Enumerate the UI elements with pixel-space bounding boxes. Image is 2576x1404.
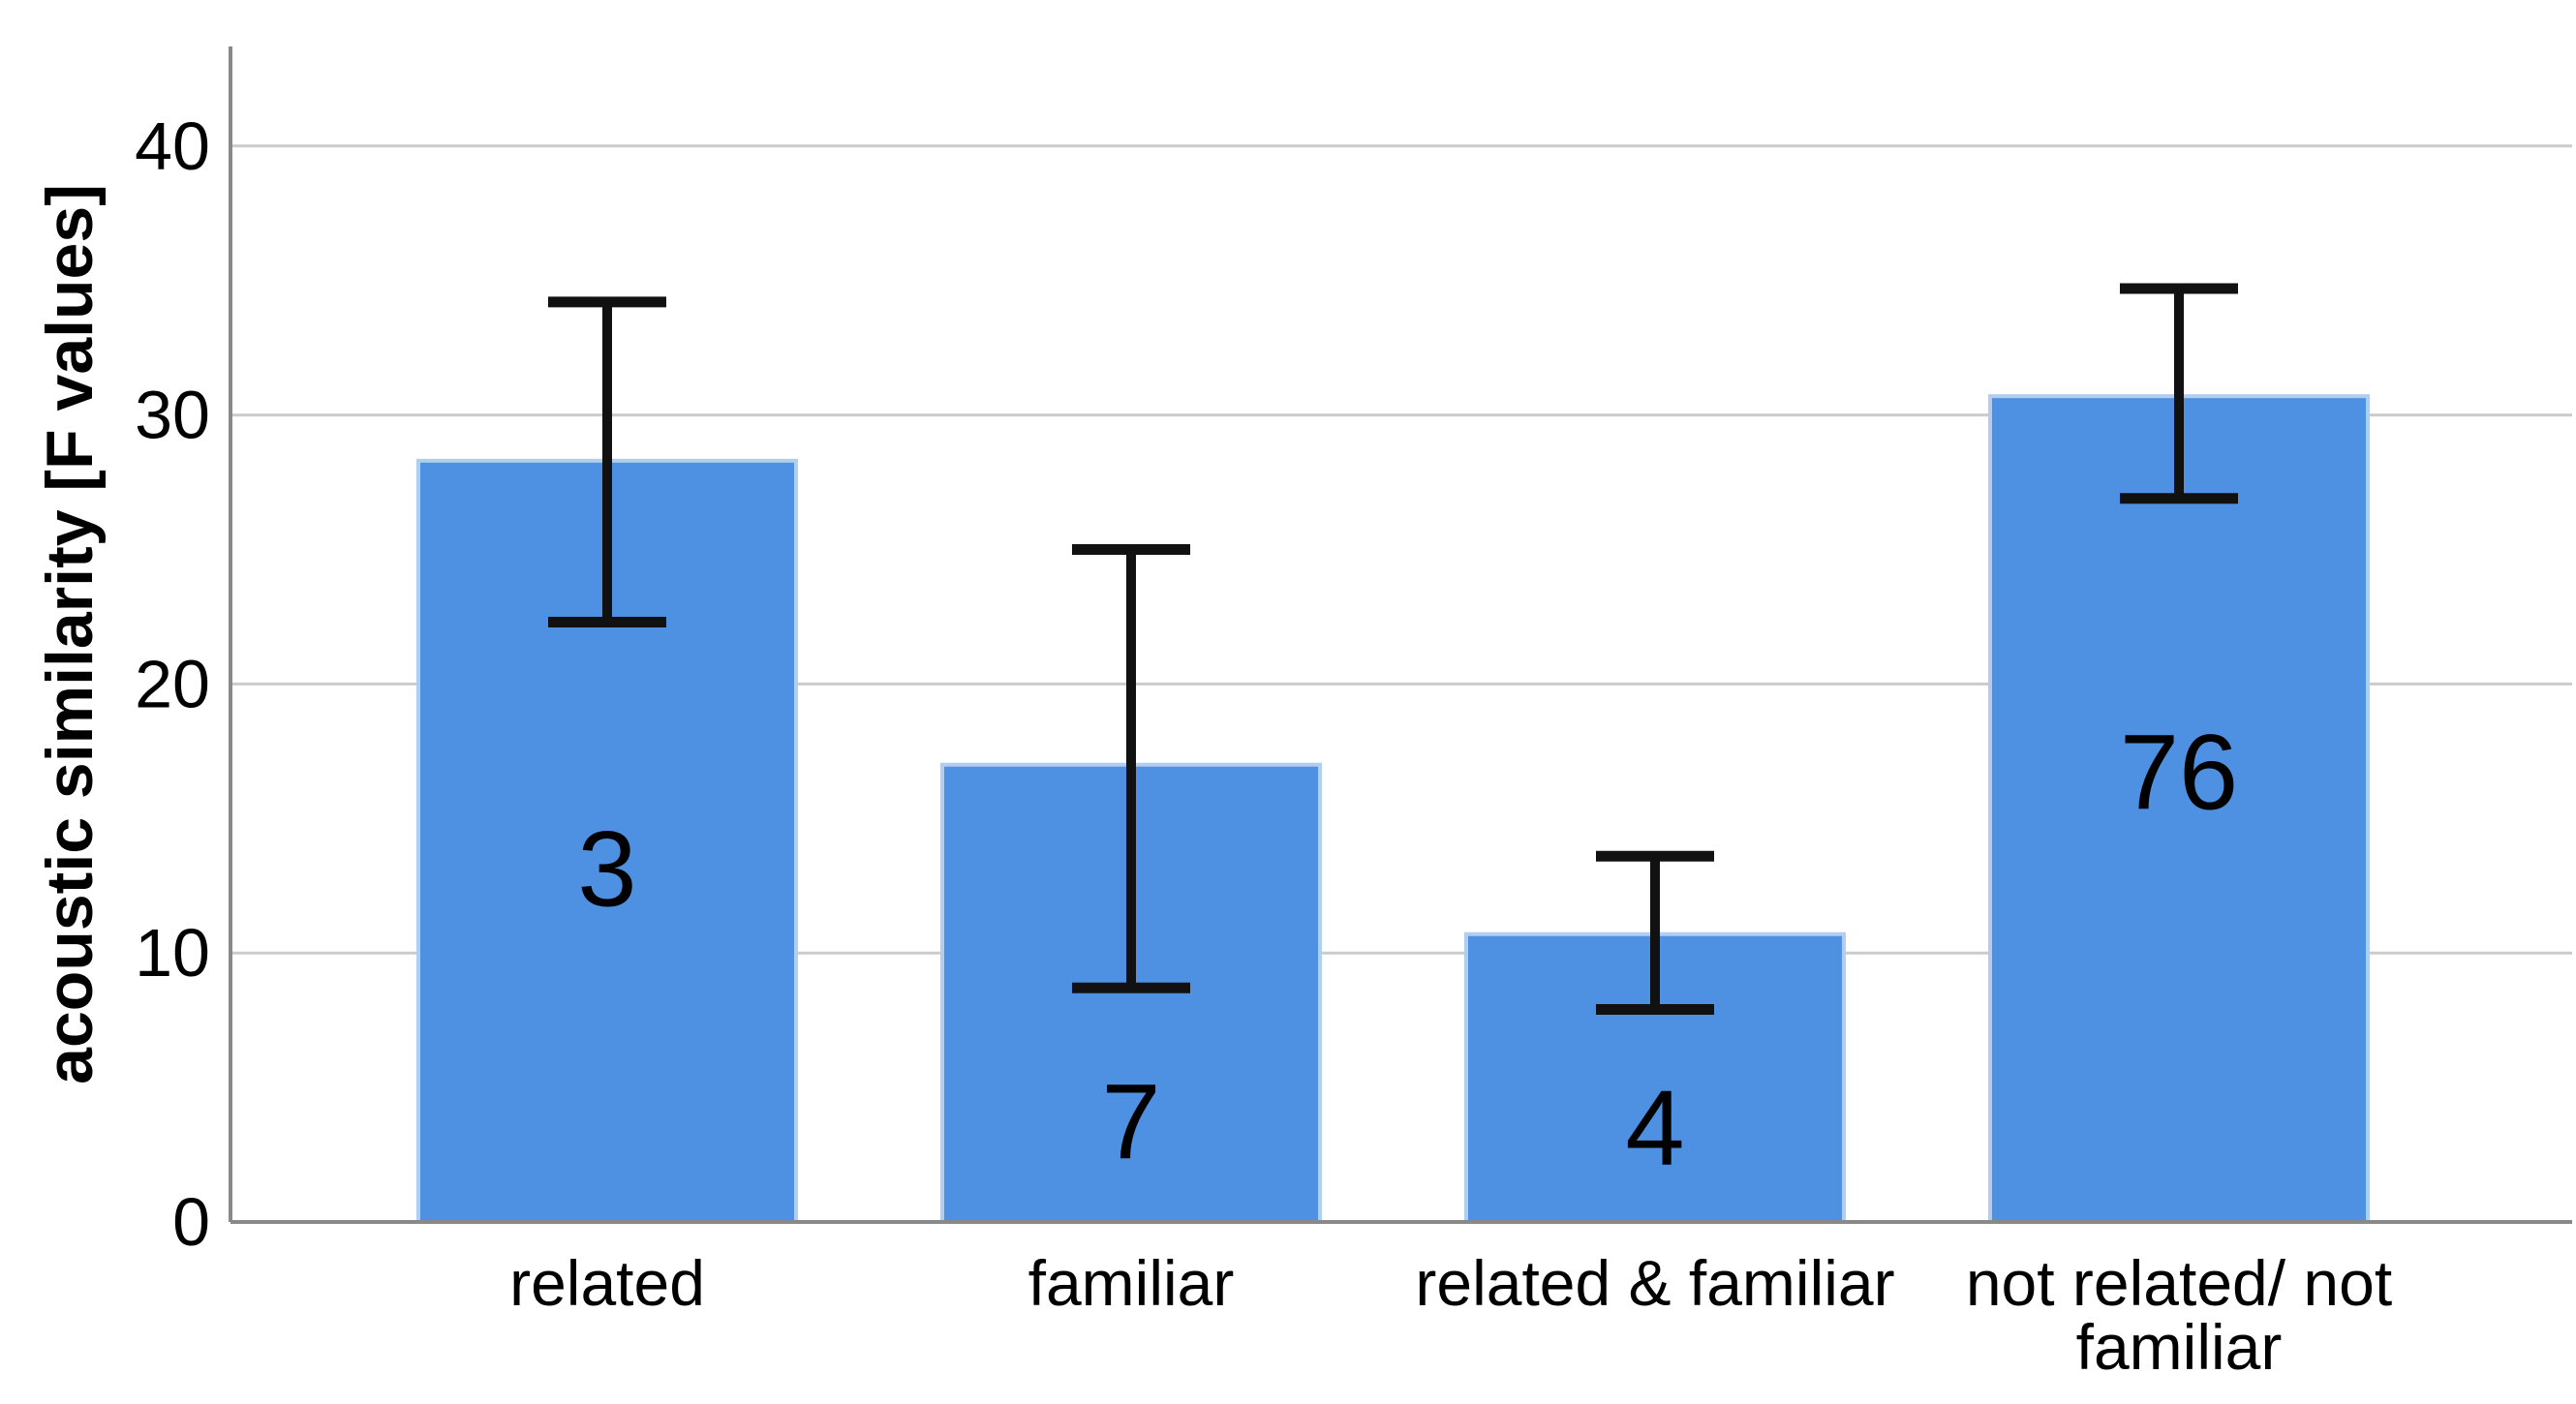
- x-category-label-3: related & familiar: [1415, 1247, 1894, 1319]
- bar-4: [1988, 394, 2370, 1224]
- x-category-label-2: familiar: [1028, 1247, 1235, 1319]
- y-tick-label-20: 20: [135, 646, 210, 721]
- y-tick-label-30: 30: [135, 378, 210, 453]
- y-tick-label-0: 0: [172, 1184, 210, 1260]
- x-category-label-4: not related/ not: [1966, 1247, 2392, 1319]
- bar-count-label-1: 3: [577, 810, 636, 930]
- y-axis-title: acoustic similarity [F values]: [33, 184, 107, 1084]
- x-category-label-1: related: [509, 1247, 705, 1319]
- bar-count-label-3: 4: [1625, 1068, 1684, 1187]
- y-tick-label-40: 40: [135, 108, 210, 184]
- x-category-label-4-line2: familiar: [2076, 1311, 2283, 1383]
- y-tick-label-10: 10: [135, 915, 210, 991]
- bar-count-label-4: 76: [2120, 714, 2238, 833]
- bar-count-label-2: 7: [1101, 1063, 1160, 1182]
